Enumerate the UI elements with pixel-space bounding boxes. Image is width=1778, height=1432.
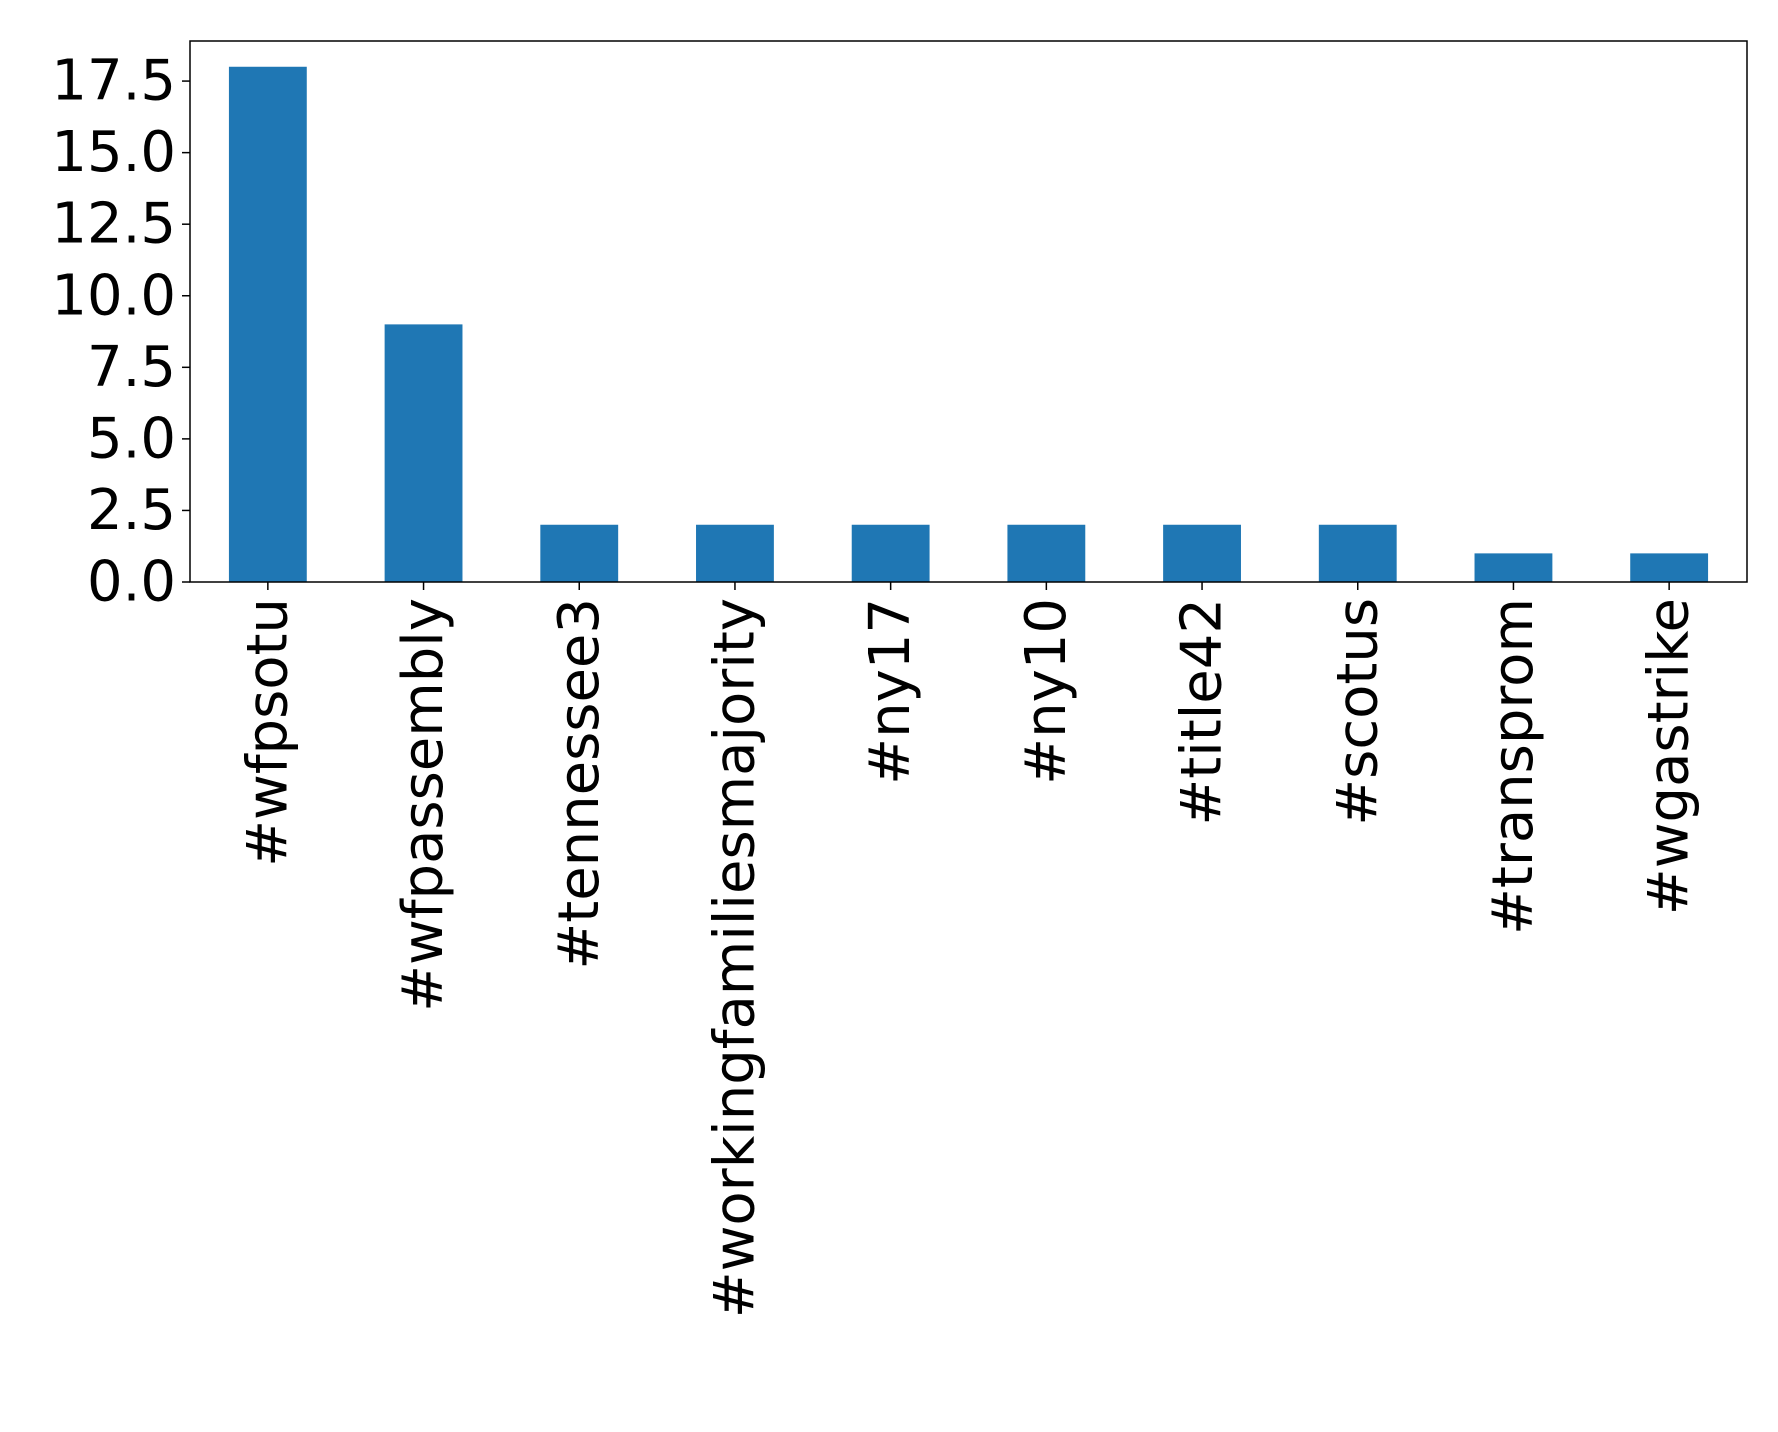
y-tick-label-7: 17.5 (51, 49, 176, 114)
y-tick-label-0: 0.0 (87, 550, 176, 615)
bar-8 (1474, 553, 1553, 582)
x-tick-label-3: #workingfamiliesmajority (702, 598, 767, 1318)
bar-3 (696, 524, 774, 582)
x-tick-label-9: #wgastrike (1637, 598, 1702, 915)
x-tick-label-6: #title42 (1170, 598, 1235, 826)
y-tick-label-2: 5.0 (87, 406, 176, 471)
bar-2 (540, 524, 619, 582)
x-tick-label-8: #transprom (1481, 598, 1546, 935)
x-tick-label-1: #wfpassembly (391, 598, 456, 1012)
y-tick-label-5: 12.5 (51, 192, 176, 257)
y-axis: 0.0 2.5 5.07.5 10.012.5 15.017.5 (51, 49, 190, 615)
bar-0 (228, 66, 307, 582)
plot-frame (189, 40, 1748, 583)
bar-7 (1318, 524, 1397, 582)
y-tick-label-4: 10.0 (51, 263, 176, 328)
y-tick-label-1: 2.5 (87, 478, 176, 543)
x-tick-label-2: #tennessee3 (547, 598, 612, 970)
y-tick-label-3: 7.5 (87, 335, 176, 400)
x-tick-label-7: #scotus (1325, 598, 1390, 826)
x-tick-label-4: #ny17 (858, 598, 923, 785)
x-axis: #wfpsotu #wfpassembly #tennessee3 #workingf… (235, 582, 1702, 1318)
bar-6 (1163, 524, 1241, 582)
y-tick-label-6: 15.0 (51, 120, 176, 185)
x-tick-label-5: #ny10 (1014, 598, 1079, 785)
bar-1 (384, 324, 463, 582)
bar-4 (851, 524, 930, 582)
bar-5 (1007, 524, 1086, 582)
x-tick-label-0: #wfpsotu (235, 598, 300, 867)
bars-group (228, 66, 1709, 582)
bar-9 (1630, 553, 1709, 582)
